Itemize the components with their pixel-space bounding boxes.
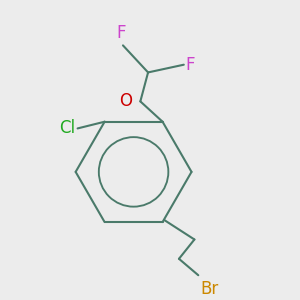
Text: Br: Br bbox=[200, 280, 218, 298]
Text: Cl: Cl bbox=[59, 119, 76, 137]
Text: F: F bbox=[116, 25, 126, 43]
Text: O: O bbox=[120, 92, 133, 110]
Text: F: F bbox=[186, 56, 195, 74]
